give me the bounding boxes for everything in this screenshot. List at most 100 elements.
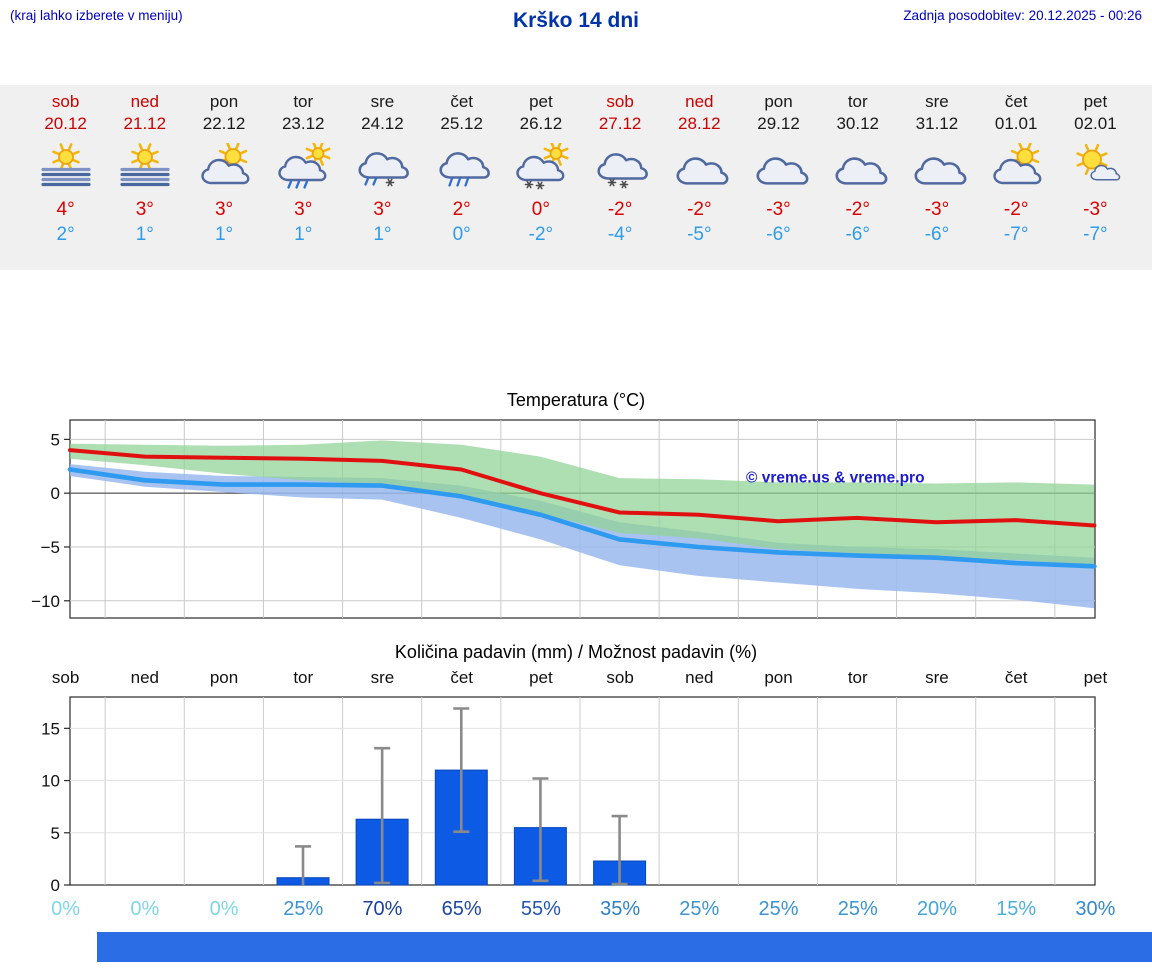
svg-text:0: 0 bbox=[51, 484, 60, 503]
day-max-temp: 2° bbox=[452, 199, 471, 220]
forecast-day-column: sre 24.12 3° 1° bbox=[343, 85, 422, 246]
day-max-temp: -2° bbox=[607, 199, 633, 220]
precip-day-label: pon bbox=[209, 668, 239, 687]
cloudy-icon bbox=[660, 141, 739, 191]
forecast-day-column: sre 31.12 -3° -6° bbox=[897, 85, 976, 246]
day-min-temp: -6° bbox=[924, 224, 950, 245]
precip-percent: 25% bbox=[837, 898, 878, 920]
day-name: sob bbox=[606, 92, 634, 111]
precip-day-label: tor bbox=[293, 668, 314, 687]
day-date: 20.12 bbox=[44, 114, 87, 133]
day-name: čet bbox=[450, 92, 474, 111]
mostly-sunny-icon bbox=[1056, 141, 1135, 191]
precip-percent: 25% bbox=[283, 898, 324, 920]
header: (kraj lahko izberete v meniju) Krško 14 … bbox=[0, 0, 1152, 42]
precip-chart-title: Količina padavin (mm) / Možnost padavin … bbox=[394, 642, 758, 662]
day-name: ned bbox=[685, 92, 714, 111]
day-date: 28.12 bbox=[678, 114, 721, 133]
day-max-temp: -3° bbox=[924, 199, 950, 220]
day-min-temp: -6° bbox=[766, 224, 791, 245]
svg-text:© vreme.us & vreme.pro: © vreme.us & vreme.pro bbox=[746, 469, 925, 486]
precip-day-label: ned bbox=[130, 668, 159, 687]
svg-text:−10: −10 bbox=[31, 592, 60, 611]
precip-day-label: pet bbox=[529, 668, 553, 687]
day-max-temp: 3° bbox=[373, 199, 392, 220]
day-name: sob bbox=[51, 92, 80, 111]
day-name: pon bbox=[764, 92, 793, 111]
day-date: 29.12 bbox=[757, 114, 800, 133]
day-name: sre bbox=[925, 92, 949, 111]
forecast-columns: sob 20.12 4° 2° ned 21.12 3° 1° pon 22.12 3° 1° tor 2… bbox=[26, 85, 1135, 246]
svg-text:10: 10 bbox=[41, 772, 60, 791]
day-date: 02.01 bbox=[1074, 114, 1117, 133]
temperature-chart: 5 0 −5 −10 © vreme.us & vreme.pro bbox=[31, 419, 1097, 619]
day-name: sre bbox=[370, 92, 395, 111]
precip-percent: 35% bbox=[600, 898, 641, 920]
page-title: Krško 14 dni bbox=[512, 9, 640, 32]
day-min-temp: 1° bbox=[214, 224, 234, 245]
cloud-snow-icon bbox=[581, 141, 660, 191]
day-max-temp: -2° bbox=[1003, 199, 1029, 220]
sun-fog-icon bbox=[26, 141, 105, 191]
forecast-day-column: pet 26.12 0° -2° bbox=[501, 85, 580, 246]
day-date: 31.12 bbox=[915, 114, 959, 133]
precip-day-label: pet bbox=[1083, 668, 1108, 687]
cloudy-icon bbox=[739, 141, 818, 191]
day-max-temp: 0° bbox=[531, 199, 550, 220]
day-max-temp: -3° bbox=[1083, 199, 1108, 220]
temperature-section: Temperatura (°C) 5 0 −5 −10 © vreme.us & vre… bbox=[0, 390, 1152, 624]
bottom-banner bbox=[97, 932, 1152, 962]
forecast-day-column: čet 01.01 -2° -7° bbox=[977, 85, 1056, 246]
precip-percent-row: 0% 0% 0% 25% 70% 65% 55% 35% 25% 25% 25% 20% 15% 30% bbox=[26, 898, 1135, 921]
sun-cloud-rain-icon bbox=[264, 141, 343, 191]
forecast-day-column: ned 21.12 3° 1° bbox=[105, 85, 184, 246]
day-date: 26.12 bbox=[519, 114, 563, 133]
forecast-day-column: čet 25.12 2° 0° bbox=[422, 85, 501, 246]
day-min-temp: -7° bbox=[1003, 224, 1029, 245]
precip-day-label: sre bbox=[925, 668, 949, 687]
last-updated: Zadnja posodobitev: 20.12.2025 - 00:26 bbox=[903, 8, 1142, 23]
precip-day-label: tor bbox=[847, 668, 868, 687]
precip-percent: 70% bbox=[362, 898, 403, 920]
forecast-day-column: sob 27.12 -2° -4° bbox=[581, 85, 660, 246]
forecast-day-column: ned 28.12 -2° -5° bbox=[660, 85, 739, 246]
location-hint: (kraj lahko izberete v meniju) bbox=[10, 8, 183, 23]
day-date: 21.12 bbox=[123, 114, 167, 133]
forecast-day-column: tor 23.12 3° 1° bbox=[264, 85, 343, 246]
precip-percent: 65% bbox=[441, 898, 482, 920]
day-date: 01.01 bbox=[994, 114, 1038, 133]
precip-day-labels: sob ned pon tor sre čet pet sob ned pon tor sre čet p… bbox=[26, 668, 1135, 688]
svg-text:−5: −5 bbox=[41, 538, 60, 557]
precip-day-label: čet bbox=[450, 668, 474, 687]
day-name: pet bbox=[1083, 92, 1108, 111]
day-name: tor bbox=[293, 92, 314, 111]
cloudy-icon bbox=[818, 141, 897, 191]
day-min-temp: -6° bbox=[845, 224, 870, 245]
forecast-day-column: sob 20.12 4° 2° bbox=[26, 85, 105, 246]
precip-day-label: pon bbox=[764, 668, 793, 687]
forecast-day-column: pet 02.01 -3° -7° bbox=[1056, 85, 1135, 246]
day-date: 27.12 bbox=[598, 114, 642, 133]
forecast-strip: sob 20.12 4° 2° ned 21.12 3° 1° pon 22.12 3° 1° tor 2… bbox=[0, 85, 1152, 270]
day-date: 23.12 bbox=[281, 114, 325, 133]
forecast-day-column: pon 29.12 -3° -6° bbox=[739, 85, 818, 246]
svg-text:5: 5 bbox=[51, 430, 60, 449]
day-min-temp: 1° bbox=[373, 224, 392, 245]
day-name: pet bbox=[529, 92, 553, 111]
cloud-rain-sleet-icon bbox=[343, 141, 422, 191]
precip-day-label: ned bbox=[685, 668, 714, 687]
day-name: čet bbox=[1004, 92, 1028, 111]
precip-day-label: sob bbox=[51, 668, 80, 687]
precip-day-label: čet bbox=[1004, 668, 1028, 687]
day-max-temp: -3° bbox=[766, 199, 791, 220]
day-min-temp: 0° bbox=[452, 224, 471, 245]
partly-cloudy-icon bbox=[977, 141, 1056, 191]
precip-day-label: sob bbox=[606, 668, 634, 687]
precipitation-section: Količina padavin (mm) / Možnost padavin … bbox=[0, 642, 1152, 921]
precip-percent: 25% bbox=[758, 898, 799, 920]
precip-percent: 20% bbox=[916, 898, 957, 920]
precip-percent: 55% bbox=[520, 898, 561, 920]
day-date: 25.12 bbox=[440, 114, 483, 133]
day-min-temp: -4° bbox=[607, 224, 633, 245]
